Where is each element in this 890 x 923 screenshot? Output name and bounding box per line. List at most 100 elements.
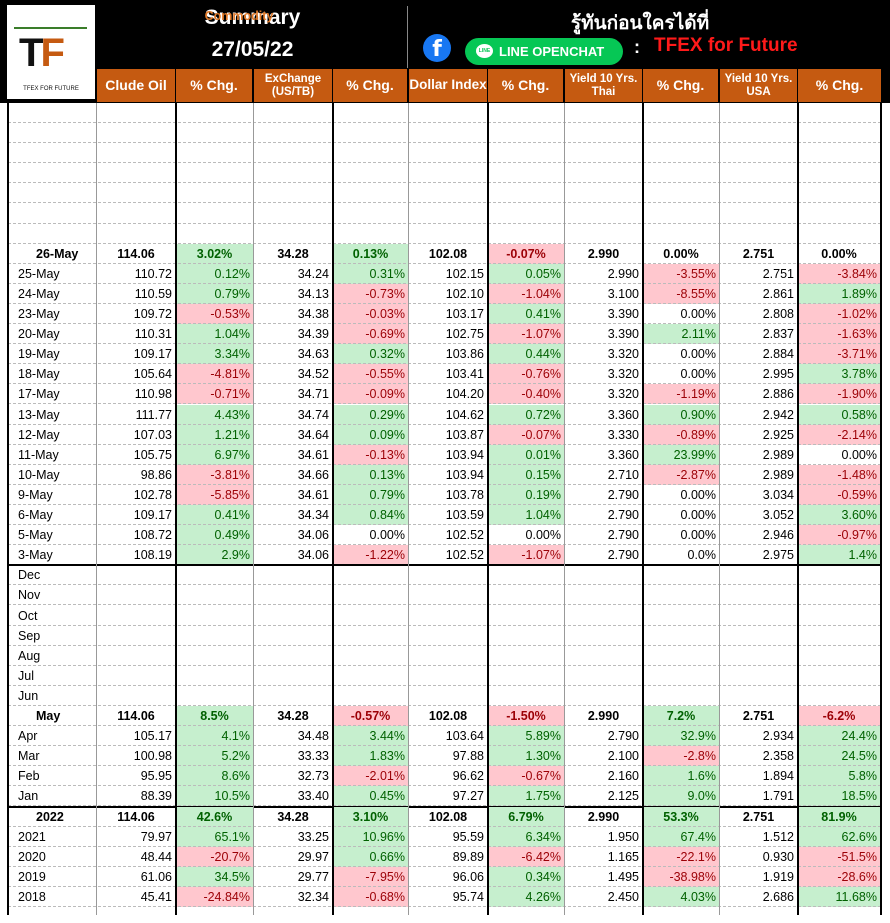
row-divider — [8, 403, 881, 404]
row-label: Jan — [18, 789, 39, 803]
col-pct-chg: % Chg. — [176, 69, 252, 102]
crude-oil-pct: 0.12% — [176, 264, 253, 284]
yield-thai-pct — [643, 224, 719, 244]
row-label: 20-May — [18, 327, 60, 341]
dollar-index-value — [409, 143, 487, 163]
yield-usa-pct — [798, 565, 880, 585]
dollar-index-value: 103.41 — [445, 367, 484, 381]
row-divider — [8, 162, 881, 163]
dollar-index-value: 97.88 — [452, 749, 484, 763]
dollar-index-value — [409, 686, 487, 706]
dollar-index-value: 103.59 — [445, 508, 484, 522]
row-label: Jun — [18, 689, 39, 703]
yield-usa-pct: 3.60% — [798, 505, 880, 525]
month-row: Jul — [0, 666, 890, 686]
channel-name: TFEX for Future — [654, 35, 798, 56]
dollar-index-value: 102.75 — [445, 327, 484, 341]
exchange-pct: 0.09% — [333, 425, 408, 445]
row-divider — [8, 584, 881, 585]
yield-thai-pct: -8.55% — [643, 284, 719, 304]
crude-oil-pct: -4.81% — [176, 364, 253, 384]
exchange-value: 34.66 — [297, 468, 329, 482]
row-label: 18-May — [18, 367, 60, 381]
yield-thai-value: 3.390 — [607, 327, 639, 341]
yield-thai-pct — [643, 143, 719, 163]
row-divider — [8, 645, 881, 646]
row-divider — [8, 685, 881, 686]
exchange-value: 34.38 — [297, 307, 329, 321]
separator-colon: : — [634, 37, 640, 57]
dollar-index-value — [409, 103, 487, 123]
yield-thai-value — [565, 646, 642, 666]
crude-oil-value: 114.06 — [117, 709, 155, 723]
yield-usa-pct: 5.8% — [798, 766, 880, 786]
exchange-value: 34.28 — [277, 810, 309, 824]
yield-usa-value: 1.512 — [762, 830, 794, 844]
exchange-value: 29.97 — [297, 850, 329, 864]
facebook-icon[interactable]: f — [423, 34, 451, 62]
yield-thai-pct: 0.0% — [687, 548, 717, 562]
dollar-index-value: 102.08 — [428, 709, 468, 723]
dollar-index-value: 89.89 — [452, 850, 484, 864]
row-label: 24-May — [18, 287, 60, 301]
yield-thai-pct: -0.89% — [643, 425, 719, 445]
yield-thai-pct: 7.2% — [643, 706, 719, 726]
row-label: 25-May — [18, 267, 60, 281]
yield-usa-value: 2.751 — [742, 247, 775, 261]
crude-oil-pct: -5.85% — [176, 485, 253, 505]
crude-oil-pct — [176, 224, 253, 244]
yield-usa-pct: -3.84% — [798, 264, 880, 284]
crude-oil-value — [97, 606, 175, 626]
yield-thai-pct: 0.00% — [680, 347, 716, 361]
yield-thai-value — [565, 204, 642, 224]
daily-row: 6-May 109.17 0.41% 34.34 0.84% 103.59 1.04% 2.7… — [0, 505, 890, 525]
yield-usa-value — [720, 646, 797, 666]
exchange-pct: 0.66% — [333, 847, 408, 867]
month-row: Jun — [0, 686, 890, 706]
yield-thai-pct: 0.00% — [680, 367, 716, 381]
col-exchange: ExChange (US/TB) — [254, 69, 332, 102]
yield-thai-value: 2.790 — [607, 488, 639, 502]
crude-oil-pct: 4.43% — [176, 405, 253, 425]
dollar-index-value — [409, 646, 487, 666]
yield-usa-value — [720, 686, 797, 706]
exchange-pct: 1.83% — [333, 746, 408, 766]
row-divider — [8, 705, 881, 706]
dollar-index-pct: 0.15% — [488, 465, 564, 485]
exchange-value: 32.34 — [297, 890, 329, 904]
row-label: Mar — [18, 749, 40, 763]
yield-usa-pct: 3.78% — [798, 364, 880, 384]
dollar-index-pct: -1.07% — [488, 545, 564, 565]
exchange-pct — [333, 606, 408, 626]
yield-usa-value: 2.942 — [762, 408, 794, 422]
dollar-index-pct — [488, 183, 564, 203]
crude-oil-value: 109.17 — [133, 508, 172, 522]
exchange-pct — [333, 123, 408, 143]
yield-usa-pct: 11.68% — [798, 887, 880, 907]
row-label: 19-May — [18, 347, 60, 361]
yield-thai-pct: -22.1% — [643, 847, 719, 867]
yield-thai-value: 3.390 — [607, 307, 639, 321]
crude-oil-pct: 65.1% — [176, 827, 253, 847]
line-openchat-button[interactable]: LINE LINE OPENCHAT — [465, 38, 623, 65]
yield-thai-pct: -1.19% — [643, 384, 719, 404]
crude-oil-value — [97, 646, 175, 666]
yield-usa-value — [720, 204, 797, 224]
row-label — [8, 183, 96, 203]
row-divider — [8, 504, 881, 505]
col-yield-usa: Yield 10 Yrs. USA — [720, 69, 797, 102]
row-divider — [8, 343, 881, 344]
daily-row: 10-May 98.86 -3.81% 34.66 0.13% 103.94 0.15% 2.… — [0, 465, 890, 485]
yield-usa-value: 1.791 — [762, 789, 794, 803]
crude-oil-pct: 34.5% — [176, 867, 253, 887]
crude-oil-value: 105.75 — [133, 448, 172, 462]
yield-thai-pct: 0.00% — [680, 508, 716, 522]
dollar-index-pct: 1.75% — [488, 786, 564, 806]
yield-thai-pct — [643, 585, 719, 605]
yield-usa-pct: -28.6% — [798, 867, 880, 887]
yield-usa-pct: 24.5% — [798, 746, 880, 766]
dollar-index-value — [409, 163, 487, 183]
month-row: Sep — [0, 626, 890, 646]
yield-usa-value: 1.894 — [762, 769, 794, 783]
